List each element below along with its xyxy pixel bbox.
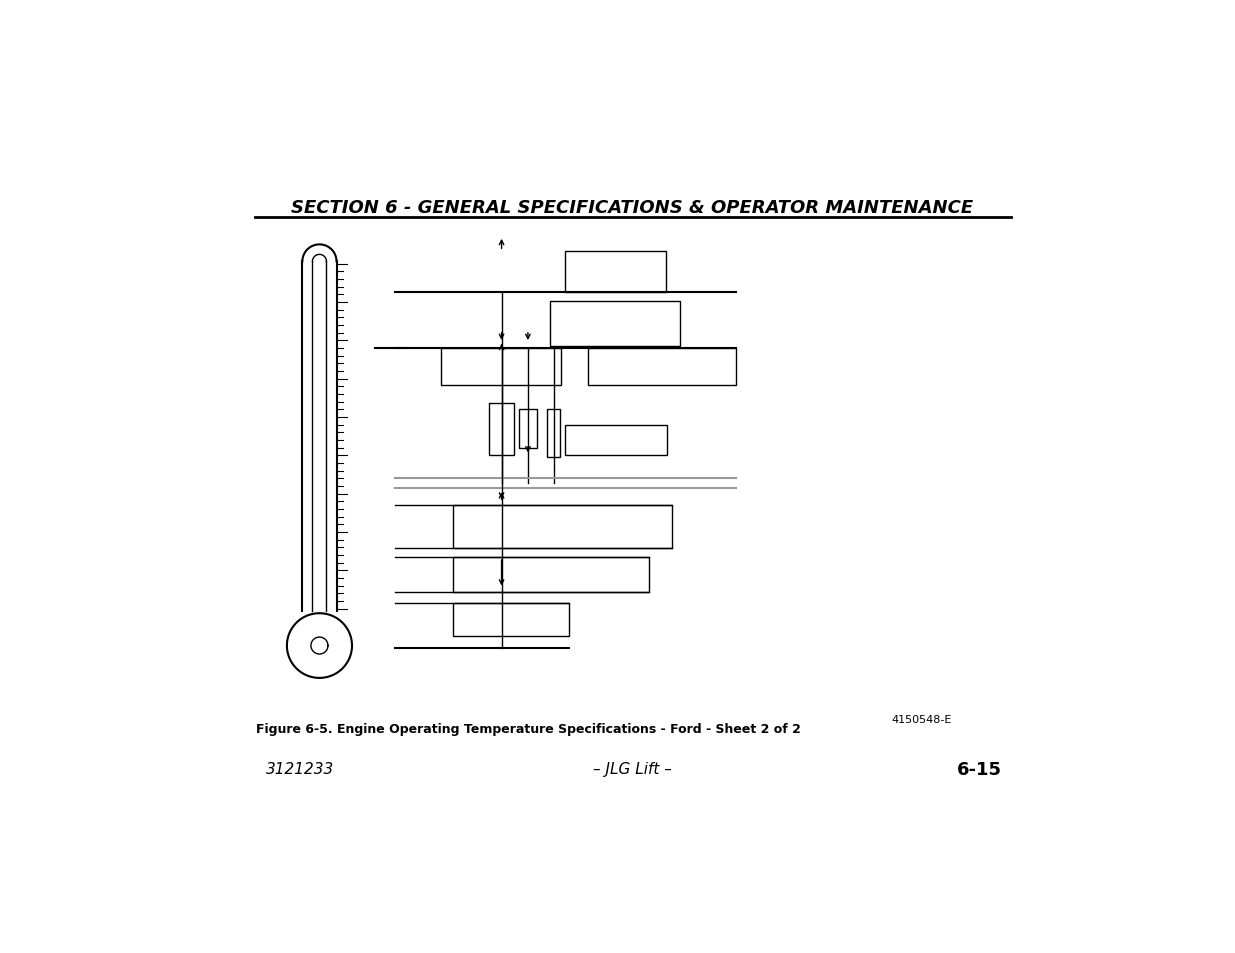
- Bar: [453, 506, 672, 548]
- Text: 3121233: 3121233: [266, 761, 335, 777]
- Bar: [566, 425, 667, 456]
- Bar: [547, 410, 559, 457]
- Bar: [566, 252, 666, 293]
- Text: SECTION 6 - GENERAL SPECIFICATIONS & OPERATOR MAINTENANCE: SECTION 6 - GENERAL SPECIFICATIONS & OPE…: [291, 199, 973, 217]
- Bar: [453, 558, 648, 593]
- Bar: [588, 348, 736, 385]
- Bar: [453, 603, 569, 637]
- Bar: [489, 403, 514, 456]
- Text: 4150548-E: 4150548-E: [892, 715, 952, 724]
- Text: Figure 6-5. Engine Operating Temperature Specifications - Ford - Sheet 2 of 2: Figure 6-5. Engine Operating Temperature…: [256, 722, 802, 736]
- Bar: [441, 348, 561, 385]
- Bar: [550, 302, 679, 347]
- Text: – JLG Lift –: – JLG Lift –: [593, 761, 672, 777]
- Text: 6-15: 6-15: [957, 760, 1003, 778]
- Bar: [519, 410, 537, 448]
